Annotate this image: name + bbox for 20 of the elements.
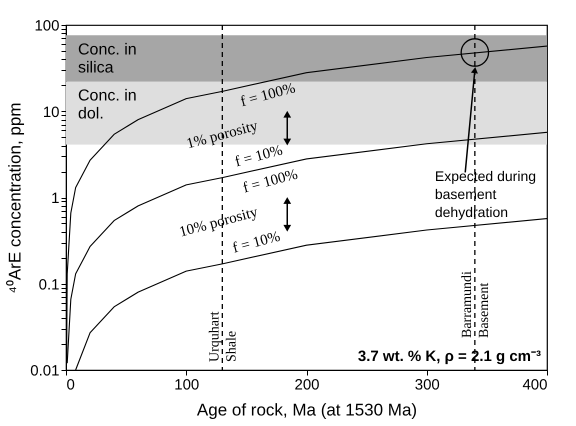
y-tick-label: 1 bbox=[51, 190, 60, 207]
x-tick-label: 300 bbox=[414, 376, 440, 394]
annotation: f = 100% bbox=[238, 80, 298, 110]
y-tick-label: 100 bbox=[34, 18, 60, 34]
annotation: Expected during basement dehydration bbox=[434, 168, 536, 220]
ref-line-label: Barramundi Basement bbox=[460, 271, 492, 338]
annotation: f = 10% bbox=[231, 228, 282, 257]
y-tick-label: 10 bbox=[42, 104, 60, 121]
x-tick-label: 0 bbox=[66, 376, 75, 394]
y-tick-label: 0.1 bbox=[38, 276, 60, 294]
y-tick-label: 0.01 bbox=[30, 362, 60, 380]
band-label: Conc. in silica bbox=[78, 41, 137, 76]
x-tick-label: 100 bbox=[174, 376, 200, 394]
y-axis-title: ⁴⁰ArE concentration, ppm bbox=[5, 102, 24, 294]
x-tick-label: 400 bbox=[522, 376, 548, 394]
ref-line-label: Urquhart Shale bbox=[207, 311, 240, 362]
annotation: 3.7 wt. % K, ρ = 2.1 g cm⁻³ bbox=[358, 348, 541, 365]
band-label: Conc. in dol. bbox=[78, 88, 137, 123]
x-axis-title: Age of rock, Ma (at 1530 Ma) bbox=[196, 400, 418, 420]
x-tick-label: 200 bbox=[294, 376, 320, 394]
